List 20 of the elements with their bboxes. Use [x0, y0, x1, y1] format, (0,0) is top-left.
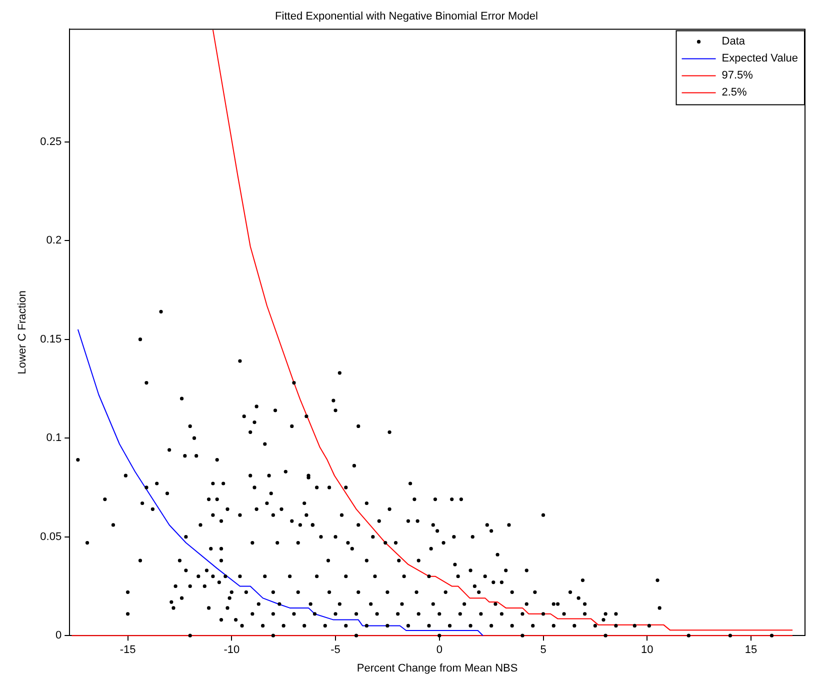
x-tick-label: 0 [436, 644, 442, 656]
legend-label: Expected Value [722, 52, 798, 65]
x-tick-label: 10 [640, 644, 654, 656]
legend-label: 97.5% [722, 70, 754, 82]
y-tick-label: 0.2 [46, 234, 62, 247]
y-tick-label: 0 [55, 630, 62, 642]
y-axis-title: Lower C Fraction [16, 290, 29, 374]
y-tick-label: 0.1 [46, 432, 62, 444]
y-tick-label: 0.25 [40, 136, 62, 148]
chart-title: Fitted Exponential with Negative Binomial Error Model [275, 10, 538, 23]
x-tick-label: -5 [330, 644, 340, 656]
x-tick-label: 5 [540, 644, 546, 656]
y-tick-label: 0.15 [40, 333, 62, 346]
legend-label: Data [722, 36, 746, 48]
x-tick-label: -10 [224, 644, 240, 656]
x-tick-label: 15 [744, 644, 758, 656]
x-axis-title: Percent Change from Mean NBS [356, 662, 518, 674]
y-tick-label: 0.05 [40, 530, 62, 543]
legend-label: 2.5% [722, 86, 748, 99]
x-tick-label: -15 [120, 644, 136, 656]
